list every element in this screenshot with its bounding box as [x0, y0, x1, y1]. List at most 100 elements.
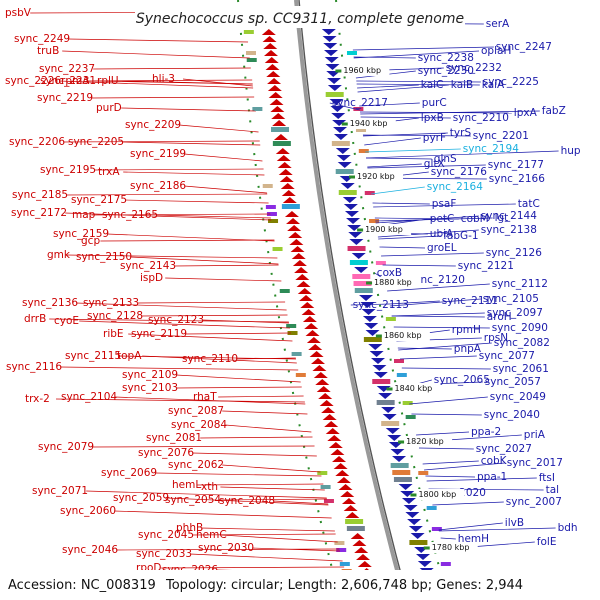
left-gene-label[interactable]: sync_2045: [138, 529, 194, 541]
left-gene-label[interactable]: sync_2054: [165, 494, 221, 506]
right-gene-label[interactable]: pyrF: [423, 132, 446, 144]
left-gene-label[interactable]: sync_2195: [40, 164, 96, 176]
left-gene-label[interactable]: gcp: [81, 235, 100, 247]
right-gene-label[interactable]: sync_2225: [483, 76, 539, 88]
right-gene-label[interactable]: ilvB: [505, 517, 524, 529]
right-gene-label[interactable]: cobM: [461, 213, 489, 225]
left-gene-label[interactable]: gmk: [47, 249, 71, 261]
right-gene-label[interactable]: sync_2065: [434, 374, 490, 386]
left-gene-label[interactable]: sync_2226: [5, 75, 61, 87]
left-gene-label[interactable]: psbV: [5, 7, 32, 19]
left-gene-label[interactable]: sync_2136: [22, 297, 78, 309]
left-gene-label[interactable]: sync_2205: [68, 136, 124, 148]
left-gene-label[interactable]: topA: [117, 350, 142, 362]
right-gene-label[interactable]: sync_2217: [332, 97, 388, 109]
left-gene-label[interactable]: rpmA: [61, 75, 90, 87]
right-gene-label[interactable]: lgt: [495, 212, 509, 224]
right-gene-label[interactable]: gltX: [424, 158, 445, 170]
right-gene-label[interactable]: sync_2201: [473, 130, 529, 142]
right-gene-label[interactable]: kaiB: [451, 79, 473, 91]
left-gene-label[interactable]: sync_2115: [65, 350, 121, 362]
left-gene-label[interactable]: sync_2059: [113, 492, 169, 504]
right-gene-label[interactable]: aroH: [487, 311, 512, 323]
left-gene-label[interactable]: purD: [96, 102, 122, 114]
right-gene-label[interactable]: sync_2017: [507, 457, 563, 469]
left-gene-label[interactable]: sync_2030: [198, 542, 254, 554]
left-gene-label[interactable]: sync_2185: [12, 189, 68, 201]
left-gene-label[interactable]: sync_2046: [62, 544, 118, 556]
right-gene-label[interactable]: sync_2111: [442, 295, 498, 307]
right-gene-label[interactable]: sync_2247: [496, 41, 552, 53]
left-gene-label[interactable]: sync_2104: [61, 391, 117, 403]
left-gene-label[interactable]: sync_2109: [122, 369, 178, 381]
right-gene-label[interactable]: sync_2177: [488, 159, 544, 171]
left-gene-label[interactable]: phhB: [176, 522, 203, 534]
left-gene-label[interactable]: rhaT: [193, 391, 217, 403]
left-gene-label[interactable]: xth: [201, 481, 218, 493]
right-gene-label[interactable]: sync_2164: [427, 181, 483, 193]
right-gene-label[interactable]: petC: [430, 213, 455, 225]
right-gene-label[interactable]: bdh: [558, 522, 578, 534]
right-gene-label[interactable]: tyrS: [450, 127, 472, 139]
left-gene-label[interactable]: sync_2231: [40, 75, 96, 87]
right-gene-label[interactable]: fabZ: [542, 105, 566, 117]
left-gene-label[interactable]: hli-3: [152, 73, 175, 85]
right-gene-label[interactable]: pnpA: [454, 343, 482, 355]
left-gene-label[interactable]: sync_2116: [6, 361, 62, 373]
right-gene-label[interactable]: fabG-1: [443, 230, 478, 242]
right-gene-label[interactable]: sync_2040: [484, 409, 540, 421]
left-gene-label[interactable]: sync_2071: [32, 485, 88, 497]
right-gene-label[interactable]: sync_2061: [493, 363, 549, 375]
right-gene-label[interactable]: sync_2077: [479, 350, 535, 362]
left-gene-label[interactable]: sync_2186: [130, 180, 186, 192]
left-gene-label[interactable]: truB: [37, 45, 59, 57]
right-gene-label[interactable]: sync_2176: [431, 166, 487, 178]
left-gene-label[interactable]: ribE: [103, 328, 124, 340]
left-gene-label[interactable]: hemL: [172, 479, 201, 491]
right-gene-label[interactable]: sync_2126: [486, 247, 542, 259]
right-gene-label[interactable]: serA: [486, 18, 510, 30]
right-gene-label[interactable]: lpxA: [514, 107, 538, 119]
left-gene-label[interactable]: sync_2165: [102, 209, 158, 221]
left-gene-label[interactable]: sync_2199: [130, 148, 186, 160]
right-gene-label[interactable]: folE: [537, 536, 557, 548]
left-gene-label[interactable]: sync_2128: [87, 310, 143, 322]
right-gene-label[interactable]: tal: [546, 484, 559, 496]
left-gene-label[interactable]: sync_2060: [60, 505, 116, 517]
right-gene-label[interactable]: sync_2049: [490, 391, 546, 403]
right-gene-label[interactable]: sync_2144: [481, 210, 537, 222]
right-gene-label[interactable]: sync_2121: [458, 260, 514, 272]
right-gene-label[interactable]: sync_2232: [446, 62, 502, 74]
right-gene-label[interactable]: tatC: [518, 198, 540, 210]
right-gene-label[interactable]: glnS: [434, 153, 457, 165]
left-gene-label[interactable]: sync_2143: [120, 260, 176, 272]
right-gene-label[interactable]: kaiC: [421, 79, 444, 91]
right-gene-label[interactable]: psaF: [432, 198, 457, 210]
right-gene-label[interactable]: ppa-2: [471, 426, 501, 438]
right-gene-label[interactable]: ftsI: [539, 472, 555, 484]
left-gene-label[interactable]: sync_2110: [182, 353, 238, 365]
left-gene-label[interactable]: sync_2175: [71, 194, 127, 206]
left-gene-label[interactable]: sync_2084: [171, 419, 227, 431]
left-gene-label[interactable]: ispD: [140, 272, 163, 284]
left-gene-label[interactable]: sync_2033: [136, 548, 192, 560]
right-gene-label[interactable]: cobK: [481, 455, 508, 467]
right-gene-label[interactable]: sync_2138: [481, 224, 537, 236]
left-gene-label[interactable]: map: [72, 209, 96, 221]
left-gene-label[interactable]: sync_2219: [37, 92, 93, 104]
right-gene-label[interactable]: sync_2194: [463, 143, 519, 155]
left-gene-label[interactable]: hemC: [196, 529, 227, 541]
left-gene-label[interactable]: trx-2: [25, 393, 50, 405]
right-gene-label[interactable]: sync_2082: [494, 337, 550, 349]
left-gene-label[interactable]: sync_2048: [219, 495, 275, 507]
left-gene-label[interactable]: drrB: [24, 313, 46, 325]
right-gene-label[interactable]: sync_2230: [418, 65, 474, 77]
right-gene-label[interactable]: rpmH: [452, 324, 481, 336]
left-gene-label[interactable]: sync_2123: [148, 314, 204, 326]
left-gene-label[interactable]: sync_2133: [83, 297, 139, 309]
right-gene-label[interactable]: oplaH: [481, 45, 511, 57]
right-gene-label[interactable]: kaiA: [482, 79, 505, 91]
right-gene-label[interactable]: sync_2112: [492, 278, 548, 290]
right-gene-label[interactable]: sync_2210: [453, 112, 509, 124]
left-gene-label[interactable]: rplU: [97, 75, 119, 87]
